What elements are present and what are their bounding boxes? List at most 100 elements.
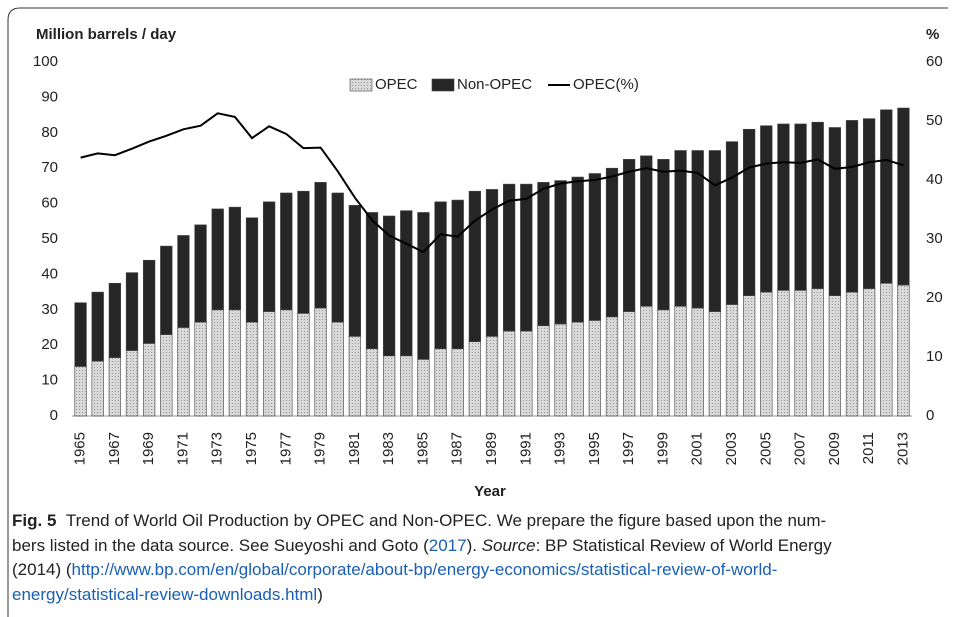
x-tick-label: 1993	[552, 432, 569, 465]
bar-segment	[828, 127, 841, 296]
bar-segment	[623, 311, 636, 417]
bar-segment	[503, 330, 516, 417]
bar-segment	[674, 305, 687, 417]
bar-segment	[91, 291, 104, 362]
bar-segment	[897, 107, 910, 286]
caption-text: ).	[466, 535, 482, 555]
y2-tick-label: 10	[926, 348, 943, 365]
bar-segment	[331, 192, 344, 323]
x-tick-label: 1975	[243, 432, 260, 465]
y2-tick-label: 20	[926, 289, 943, 306]
x-tick-label: 2001	[689, 432, 706, 465]
bar-segment	[468, 341, 481, 417]
url-link[interactable]: http://www.bp.com/en/global/corporate/ab…	[71, 560, 778, 579]
bar-segment	[108, 282, 121, 358]
x-tick-label: 1967	[106, 432, 123, 465]
bar-segment	[794, 123, 807, 291]
bar-segment	[297, 313, 310, 417]
bar-segment	[348, 205, 361, 337]
bar-segment	[417, 359, 430, 417]
bar-segment	[691, 307, 704, 417]
x-tick-label: 1991	[517, 432, 534, 465]
bar-segment	[400, 355, 413, 417]
bar-segment	[520, 330, 533, 417]
caption-text: (2014) (	[12, 560, 72, 579]
legend-swatch	[431, 78, 455, 92]
x-tick-label: 1977	[277, 432, 294, 465]
bar-segment	[383, 355, 396, 417]
bar-segment	[143, 259, 156, 344]
y-tick-label: 10	[41, 372, 58, 389]
bar-segment	[605, 167, 619, 318]
x-tick-label: 1979	[312, 432, 329, 465]
caption: Fig. 5 Trend of World Oil Production by …	[12, 509, 952, 607]
bar-segment	[503, 183, 516, 332]
bar-segment	[91, 360, 104, 417]
bar-segment	[297, 190, 310, 314]
bar-segment	[125, 272, 139, 351]
caption-text: bers listed in the data source. See Suey…	[12, 535, 429, 555]
bar-segment	[880, 282, 893, 417]
caption-label: Fig. 5	[12, 511, 57, 530]
bar-segment	[777, 123, 790, 291]
bar-segment	[245, 217, 259, 323]
bar-segment	[811, 121, 824, 289]
x-tick-label: 2011	[860, 432, 877, 464]
bar-segment	[725, 304, 739, 417]
url-link[interactable]: energy/statistical-review-downloads.html	[12, 584, 318, 604]
y2-tick-label: 40	[926, 171, 943, 188]
x-tick-label: 1999	[654, 432, 671, 465]
x-tick-label: 2013	[894, 432, 911, 465]
y-tick-label: 0	[50, 407, 58, 424]
bar-segment	[280, 192, 293, 311]
x-tick-label: 1989	[483, 432, 500, 465]
bar-segment	[554, 180, 567, 325]
bar-segment	[434, 201, 447, 350]
bar-segment	[74, 366, 87, 417]
y2-tick-label: 0	[926, 407, 934, 424]
x-tick-label: 1981	[346, 432, 363, 465]
reference-link[interactable]: 2017	[428, 535, 467, 555]
y-tick-label: 70	[41, 159, 58, 176]
legend-label: Non-OPEC	[457, 76, 532, 93]
bar-segment	[623, 159, 636, 312]
y-tick-label: 80	[41, 124, 58, 141]
bar-segment	[520, 183, 533, 332]
bar-segment	[314, 307, 327, 417]
y-tick-label: 60	[41, 195, 58, 212]
bar-segment	[657, 309, 670, 417]
bar-segment	[605, 316, 619, 417]
frame	[7, 7, 948, 617]
y-tick-label: 30	[41, 301, 58, 318]
bar-segment	[365, 212, 379, 350]
bar-segment	[451, 348, 464, 417]
bar-segment	[777, 290, 790, 417]
bar-segment	[708, 150, 721, 312]
bar-segment	[211, 208, 224, 311]
bar-segment	[691, 150, 704, 309]
x-tick-label: 1965	[72, 432, 89, 465]
bar-segment	[314, 182, 327, 309]
y2-tick-label: 60	[926, 53, 943, 70]
bar-segment	[263, 201, 276, 312]
bar-segment	[811, 288, 824, 417]
bar-segment	[74, 302, 87, 367]
x-tick-label: 1971	[174, 432, 191, 465]
bar-segment	[760, 125, 773, 293]
bar-segment	[537, 325, 550, 417]
y-tick-label: 100	[33, 53, 58, 70]
y-tick-label: 40	[41, 265, 58, 282]
bar-segment	[280, 309, 293, 417]
x-tick-label: 2003	[723, 432, 740, 465]
bar-segment	[177, 235, 190, 328]
x-tick-label: 1995	[586, 432, 603, 465]
x-tick-label: 1985	[414, 432, 431, 465]
bar-segment	[348, 336, 361, 417]
bar-segment	[880, 109, 893, 284]
bar-segment	[331, 321, 344, 417]
bar-segment	[125, 350, 139, 417]
bar-segment	[228, 309, 241, 417]
legend-swatch	[349, 78, 373, 92]
